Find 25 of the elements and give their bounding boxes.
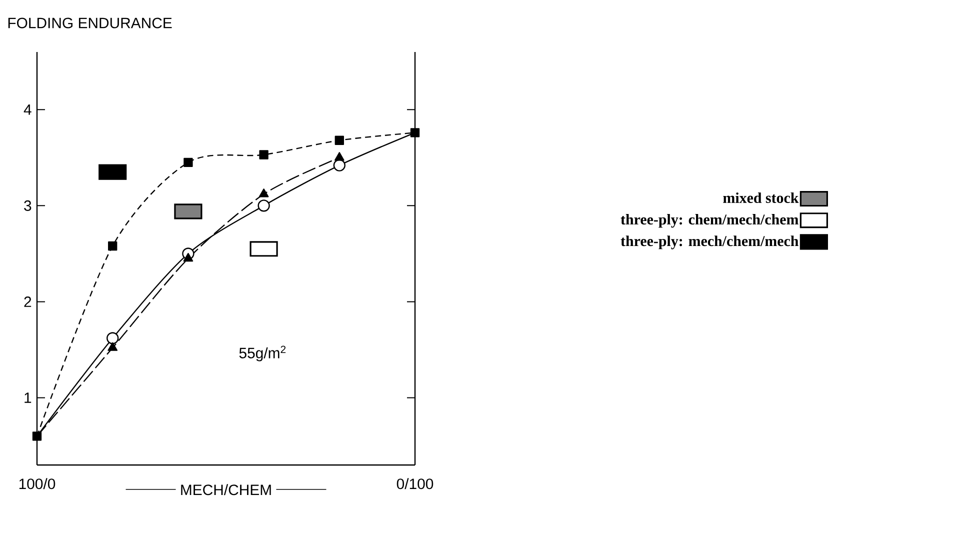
y-tick-label: 3	[24, 200, 32, 211]
point	[258, 188, 269, 198]
x-tick-label: 0/100	[396, 478, 434, 490]
legend-label: three-ply: mech/chem/mech	[620, 236, 798, 250]
point	[108, 241, 118, 251]
chart-title: FOLDING ENDURANCE	[8, 18, 172, 28]
x-tick-label: 100/0	[19, 478, 56, 490]
point	[334, 152, 344, 161]
annotation: 55g/m$^{2}$	[239, 346, 286, 362]
y-tick-label: 4	[24, 104, 32, 115]
y-tick-label: 2	[24, 296, 32, 307]
point	[183, 252, 194, 262]
legend-label: mixed stock	[723, 192, 799, 203]
point	[334, 136, 344, 145]
point	[32, 432, 42, 441]
point	[106, 332, 119, 344]
legend-label: three-ply: chem/mech/chem	[620, 214, 798, 228]
x-axis-title: MECH/CHEM	[181, 484, 271, 496]
point	[333, 159, 346, 172]
point	[258, 200, 270, 212]
y-tick-label: 1	[24, 392, 32, 403]
point	[108, 342, 118, 351]
point	[410, 128, 420, 138]
point	[259, 150, 268, 160]
point	[184, 158, 193, 168]
